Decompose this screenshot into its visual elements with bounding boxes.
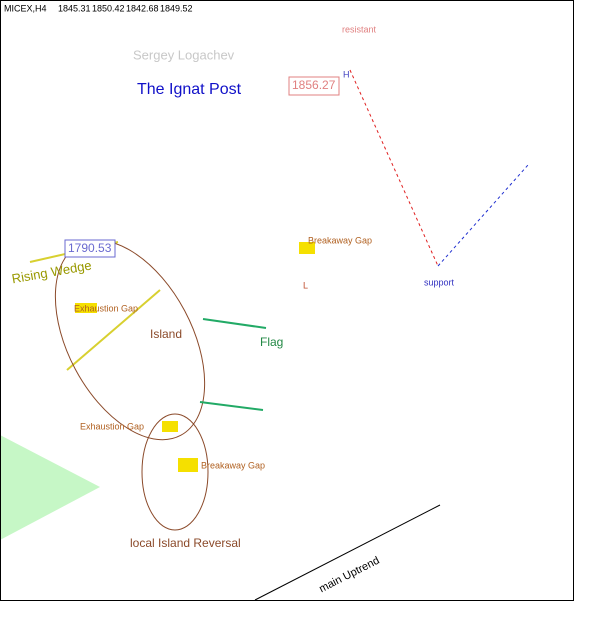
reversal-label: local Island Reversal [130,536,241,550]
gap-label: Breakaway Gap [201,460,265,470]
annotation-shapes [29,69,529,601]
ohlc-high: 1850.42 [92,3,125,13]
resistant: resistant [342,24,377,34]
uptrend-line [254,504,441,601]
ohlc-low: 1842.68 [126,3,159,13]
plot-frame [0,0,574,601]
site: The Ignat Post [137,81,242,98]
gap-label: Exhaustion Gap [80,421,144,431]
flag-line [199,401,264,411]
wedge-box [64,239,116,258]
low-label: L [303,280,308,290]
ohlc-open: 1845.31 [58,3,91,13]
high-box [288,76,340,96]
flag-line [202,318,267,329]
forecast-up [437,164,529,267]
gap-mark [75,303,97,313]
flag-label: Flag [260,335,283,349]
gap-mark [299,242,315,254]
wedge-value: 1790.53 [68,241,112,255]
island-label: Island [150,327,182,341]
symbol: MICEX,H4 [4,3,47,13]
gap-label: Exhaustion Gap [74,303,138,313]
high-label: H [343,69,350,79]
gap-mark [178,458,198,472]
support: support [424,277,455,287]
wedge-line [66,289,161,371]
reversal-ellipse [141,413,209,531]
gap-label: Breakaway Gap [308,235,372,245]
triangle [0,435,100,540]
author: Sergey Logachev [133,47,235,62]
gap-mark [162,421,178,432]
ohlc-close: 1849.52 [160,3,193,13]
high-value: 1856.27 [292,78,336,92]
